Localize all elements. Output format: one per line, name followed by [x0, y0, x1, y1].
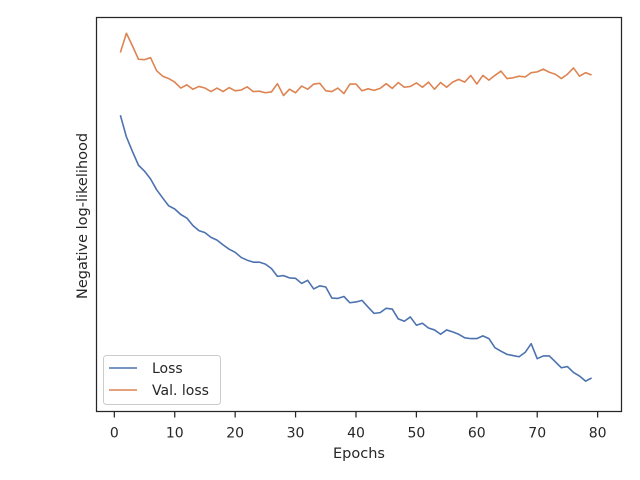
x-tick-label: 50: [407, 426, 425, 442]
x-tick-label: 80: [589, 426, 607, 442]
legend-label-loss: Loss: [152, 361, 183, 377]
x-tick-label: 40: [347, 426, 365, 442]
plot-frame: [95, 16, 623, 413]
x-tick-label: 70: [528, 426, 546, 442]
legend: Loss Val. loss: [103, 355, 221, 405]
x-tick-label: 20: [226, 426, 244, 442]
x-tick-label: 60: [468, 426, 486, 442]
plot-area: [96, 17, 622, 412]
x-tick-label: 30: [287, 426, 305, 442]
legend-label-val-loss: Val. loss: [152, 383, 209, 399]
x-tick-label: 0: [110, 426, 119, 442]
series-line-loss: [119, 114, 592, 382]
y-axis-label: Negative log-likelihood: [75, 133, 91, 299]
series-line-val-loss: [119, 32, 592, 97]
x-tick-label: 10: [166, 426, 184, 442]
x-axis: 0 10 20 30 40 50 60 70 80: [110, 411, 607, 442]
series-layer: [119, 32, 592, 382]
x-axis-label: Epochs: [333, 446, 385, 462]
